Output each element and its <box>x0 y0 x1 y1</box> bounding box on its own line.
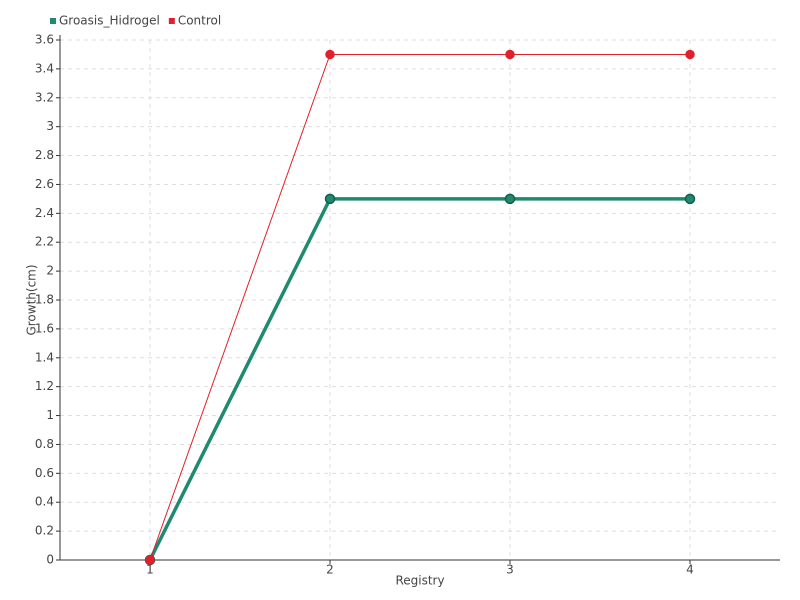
y-tick-label: 3.2 <box>35 90 54 104</box>
y-axis-label: Growth(cm) <box>25 264 39 335</box>
y-tick-label: 0.2 <box>35 524 54 538</box>
series-line <box>148 197 690 561</box>
x-tick-label: 1 <box>146 563 154 577</box>
legend-label: Groasis_Hidrogel <box>59 14 160 28</box>
y-tick-label: 1 <box>46 408 54 422</box>
y-tick-label: 1.6 <box>35 321 54 335</box>
y-tick-label: 0.4 <box>35 495 54 509</box>
y-tick-label: 0.6 <box>35 466 54 480</box>
legend-label: Control <box>178 14 221 28</box>
y-tick-label: 2.4 <box>35 206 54 220</box>
y-tick-label: 1.2 <box>35 379 54 393</box>
data-point <box>324 193 336 205</box>
y-tick-label: 3.6 <box>35 33 54 47</box>
y-tick-label: 2.6 <box>35 177 54 191</box>
y-tick-label: 3 <box>46 119 54 133</box>
data-point <box>685 49 695 60</box>
series-line <box>149 53 690 561</box>
y-tick-label: 3.4 <box>35 61 54 75</box>
data-point <box>145 555 155 565</box>
data-point <box>325 49 335 60</box>
x-axis-label: Registry <box>395 574 444 588</box>
x-tick-label: 3 <box>506 563 514 577</box>
y-tick-label: 2.8 <box>35 148 54 162</box>
y-tick-label: 1.4 <box>35 350 54 364</box>
data-point <box>505 49 515 60</box>
legend-marker <box>50 18 56 24</box>
y-tick-label: 2.2 <box>35 235 54 249</box>
x-tick-label: 2 <box>326 563 334 577</box>
data-point <box>684 193 696 205</box>
x-tick-label: 4 <box>686 563 694 577</box>
y-tick-label: 0.8 <box>35 437 54 451</box>
y-tick-label: 1.8 <box>35 293 54 307</box>
data-point <box>504 193 516 205</box>
y-tick-label: 2 <box>46 264 54 278</box>
legend-marker <box>168 18 175 24</box>
y-tick-label: 0 <box>46 553 54 567</box>
